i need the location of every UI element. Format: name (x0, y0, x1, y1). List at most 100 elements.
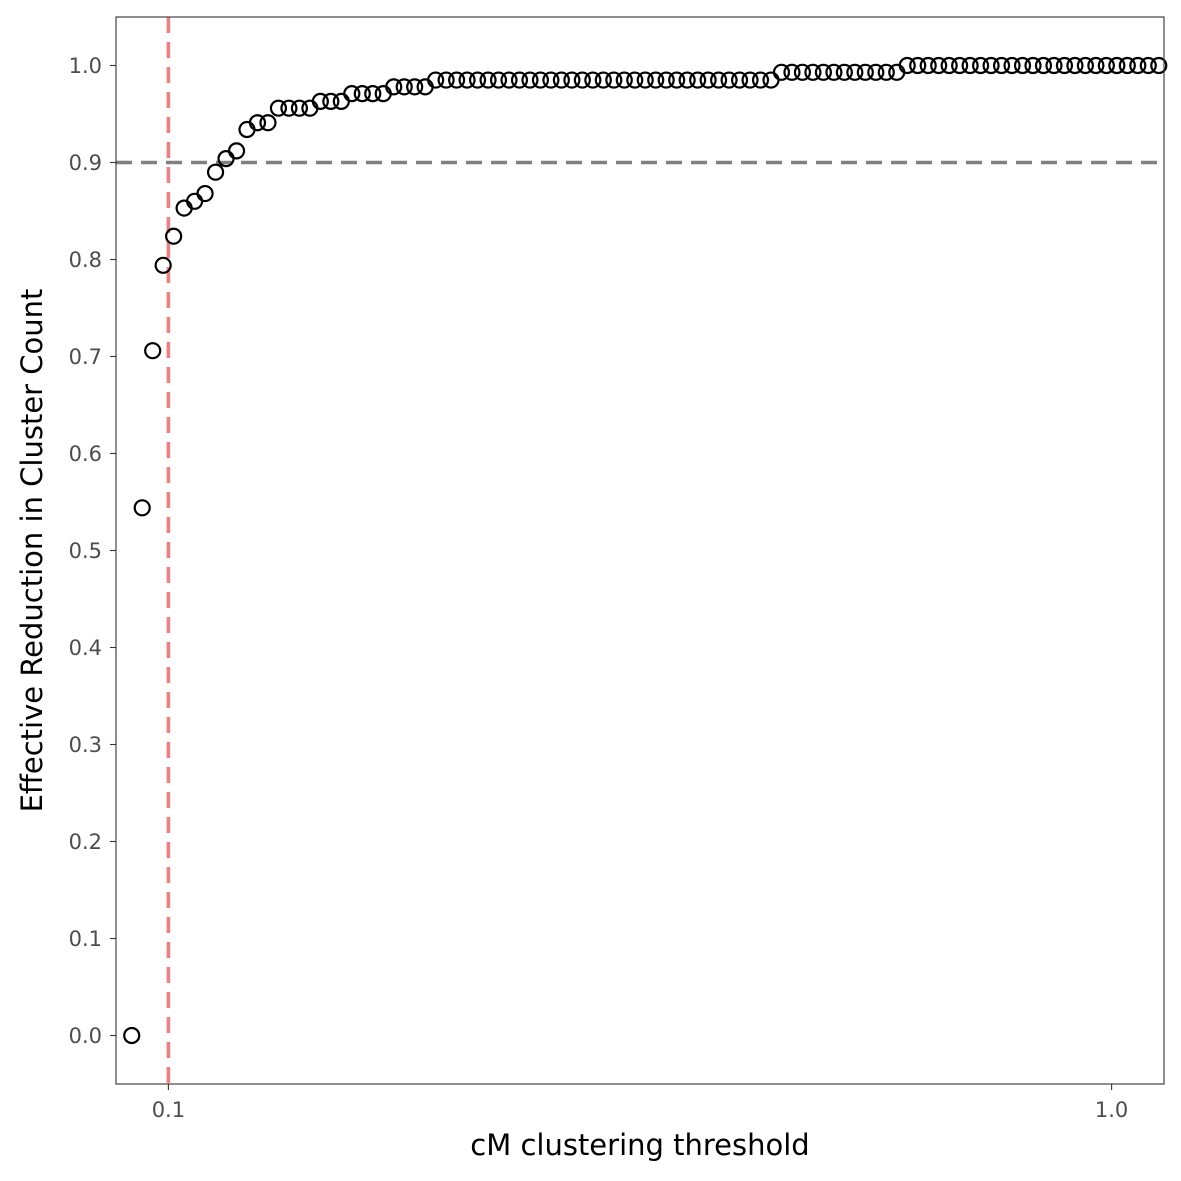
data-point (992, 56, 1011, 75)
data-point (940, 56, 958, 75)
data-point (123, 1026, 141, 1045)
data-point (1108, 56, 1126, 75)
x-axis-ticks: 0.1 1.0 (152, 1084, 1128, 1122)
data-point (793, 63, 812, 81)
data-point (909, 56, 927, 75)
data-point (971, 56, 990, 75)
data-point (1024, 56, 1042, 75)
data-point (919, 56, 937, 75)
data-point (657, 71, 675, 89)
data-point (573, 71, 591, 89)
data-point (1118, 56, 1136, 75)
data-point (154, 256, 172, 274)
data-point (982, 56, 1000, 75)
data-point (772, 63, 791, 81)
reference-lines (116, 17, 1164, 1084)
data-point (783, 63, 801, 81)
data-point (1066, 56, 1084, 75)
data-point (647, 71, 665, 89)
data-point (1034, 56, 1053, 75)
data-point (626, 71, 644, 89)
y-tick-label: 0.0 (69, 1024, 102, 1048)
data-point (468, 71, 487, 89)
data-point (364, 85, 382, 103)
x-tick-label: 1.0 (1095, 1098, 1128, 1122)
data-point (144, 342, 162, 360)
data-point (542, 71, 560, 89)
data-point (951, 56, 969, 75)
data-point (427, 71, 445, 89)
data-point (1045, 56, 1063, 75)
data-point (898, 56, 916, 75)
data-point (248, 114, 267, 132)
data-point (1013, 56, 1032, 75)
y-tick-label: 1.0 (69, 54, 102, 78)
data-point (353, 85, 371, 103)
data-point (448, 71, 466, 89)
y-axis-title: Effective Reduction in Cluster Count (15, 289, 49, 813)
data-point (343, 85, 361, 103)
data-point (458, 71, 476, 89)
data-point (385, 78, 403, 96)
data-point (678, 71, 696, 89)
data-point (479, 71, 497, 89)
y-tick-label: 0.7 (69, 345, 102, 369)
data-point (605, 71, 623, 89)
data-point (741, 71, 759, 89)
data-point (867, 63, 885, 81)
y-tick-label: 0.6 (69, 442, 102, 466)
data-points (123, 56, 1168, 1045)
data-point (1139, 56, 1157, 75)
data-point (825, 63, 843, 81)
y-tick-label: 0.1 (69, 927, 102, 951)
y-tick-label: 0.5 (69, 539, 102, 563)
data-point (489, 71, 508, 89)
data-point (1055, 56, 1074, 75)
data-point (521, 71, 539, 89)
data-point (500, 71, 518, 89)
data-point (563, 71, 581, 89)
data-point (720, 71, 738, 89)
data-point (1087, 56, 1105, 75)
data-point (437, 71, 455, 89)
data-point (615, 71, 633, 89)
data-point (406, 78, 424, 96)
data-point (395, 78, 413, 96)
data-point (206, 163, 225, 181)
y-axis-ticks: 0.0 0.1 0.2 0.3 0.4 0.5 0.6 0.7 0.8 0.9 1.0 (69, 54, 116, 1048)
data-point (531, 71, 550, 89)
data-point (259, 114, 277, 132)
data-point (584, 71, 602, 89)
y-tick-label: 0.4 (69, 636, 102, 660)
data-point (856, 63, 874, 81)
x-axis-title: cM clustering threshold (470, 1128, 809, 1162)
data-point (930, 56, 948, 75)
data-point (1097, 56, 1115, 75)
data-point (636, 71, 654, 89)
data-point (269, 99, 288, 117)
data-point (552, 71, 571, 89)
data-point (814, 63, 833, 81)
data-point (730, 71, 749, 89)
data-point (1150, 56, 1168, 75)
data-point (709, 71, 728, 89)
data-point (804, 63, 822, 81)
data-point (1003, 56, 1021, 75)
data-point (846, 63, 864, 81)
data-point (594, 71, 612, 89)
data-point (311, 92, 329, 110)
data-point (1129, 56, 1147, 75)
data-point (165, 227, 183, 245)
data-point (877, 63, 895, 81)
y-tick-label: 0.8 (69, 248, 102, 272)
data-point (961, 56, 979, 75)
y-tick-label: 0.9 (69, 151, 102, 175)
data-point (322, 92, 340, 110)
data-point (227, 142, 246, 160)
y-tick-label: 0.3 (69, 733, 102, 757)
x-tick-label: 0.1 (152, 1098, 185, 1122)
data-point (689, 71, 707, 89)
y-tick-label: 0.2 (69, 830, 102, 854)
